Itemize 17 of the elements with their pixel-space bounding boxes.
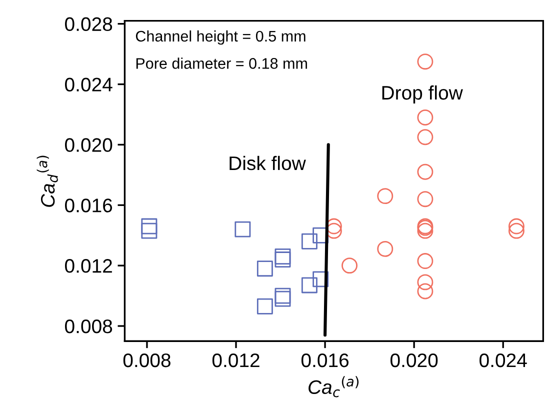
y-axis-title: Ca$_{d}$$^{(a)}$ bbox=[36, 156, 58, 207]
y-tick-label: 0.016 bbox=[65, 198, 112, 212]
y-tick-label: 0.012 bbox=[65, 259, 112, 273]
x-tick-label: 0.008 bbox=[123, 353, 170, 368]
x-tick-label: 0.024 bbox=[480, 353, 527, 368]
x-tick-label: 0.020 bbox=[390, 353, 438, 368]
x-tick-label: 0.012 bbox=[212, 353, 260, 368]
y-tick-label: 0.028 bbox=[65, 17, 112, 32]
y-tick-label: 0.020 bbox=[65, 138, 112, 152]
y-tick-label: 0.008 bbox=[65, 319, 112, 334]
annotation: Pore diameter = 0.18 mm bbox=[136, 58, 307, 69]
annotation: Disk flow bbox=[230, 156, 306, 170]
y-tick-label: 0.024 bbox=[65, 78, 112, 92]
annotation: Drop flow bbox=[382, 85, 463, 104]
x-axis-title: Ca$_{c}$$^{(a)}$ bbox=[308, 376, 359, 398]
x-tick-label: 0.016 bbox=[301, 353, 349, 368]
annotation: Channel height = 0.5 mm bbox=[136, 30, 306, 45]
